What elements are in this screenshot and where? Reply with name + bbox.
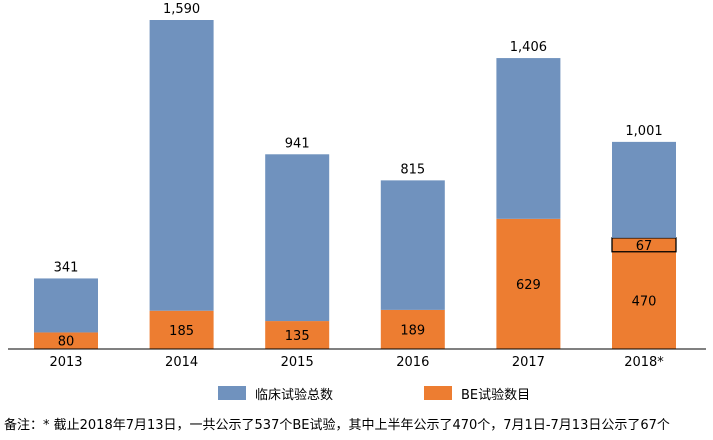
- x-tick-label: 2016: [396, 355, 429, 370]
- bar-be-2015: [265, 321, 330, 349]
- value-label-total: 815: [400, 162, 425, 177]
- bars-layer: [34, 20, 677, 349]
- value-label-be: 189: [400, 323, 425, 338]
- value-label-total: 341: [54, 260, 79, 275]
- bar-total-2016: [380, 180, 445, 310]
- value-label-be: 185: [169, 324, 194, 339]
- value-label-total: 1,001: [625, 124, 662, 139]
- legend-swatch-be: [424, 386, 452, 400]
- legend-item-be: BE试验数目: [424, 382, 530, 404]
- value-labels-layer: 80 341 185 1,590 135 941 189 815 629 1,406 470 67 1,…: [54, 2, 663, 350]
- value-label-be: 629: [516, 278, 541, 293]
- bar-be-2018: [612, 251, 676, 349]
- x-tick-label: 2017: [512, 355, 545, 370]
- value-label-total: 1,406: [510, 40, 547, 55]
- legend-item-total: 临床试验总数: [218, 382, 333, 404]
- bar-be-2017: [496, 218, 561, 349]
- bar-total-2018: [612, 141, 676, 238]
- x-tick-label: 2014: [165, 355, 198, 370]
- x-tick-label: 2015: [281, 355, 314, 370]
- bar-be-2013: [34, 332, 98, 349]
- value-label-total: 1,590: [163, 2, 200, 17]
- legend-label-be: BE试验数目: [461, 387, 531, 403]
- x-tick-labels-layer: 2013 2014 2015 2016 2017 2018*: [49, 355, 664, 370]
- bar-total-2014: [149, 20, 214, 311]
- x-tick-label: 2018*: [624, 355, 664, 370]
- bar-be-2016: [380, 309, 445, 349]
- value-label-be: 80: [58, 335, 75, 350]
- legend: 临床试验总数 BE试验数目: [0, 382, 713, 404]
- value-label-be: 470: [632, 294, 657, 309]
- footnote: 备注：* 截止2018年7月13日，一共公示了537个BE试验，其中上半年公示了…: [4, 418, 670, 433]
- bar-total-2017: [496, 58, 561, 219]
- value-label-be: 135: [285, 329, 310, 344]
- bar-total-2015: [265, 154, 330, 322]
- value-label-total: 941: [285, 136, 310, 151]
- bar-total-2013: [34, 278, 98, 333]
- legend-swatch-total: [218, 386, 246, 400]
- value-label-be-h2: 67: [636, 239, 653, 254]
- x-tick-label: 2013: [49, 355, 82, 370]
- legend-label-total: 临床试验总数: [255, 387, 334, 403]
- bar-be-2014: [149, 310, 214, 349]
